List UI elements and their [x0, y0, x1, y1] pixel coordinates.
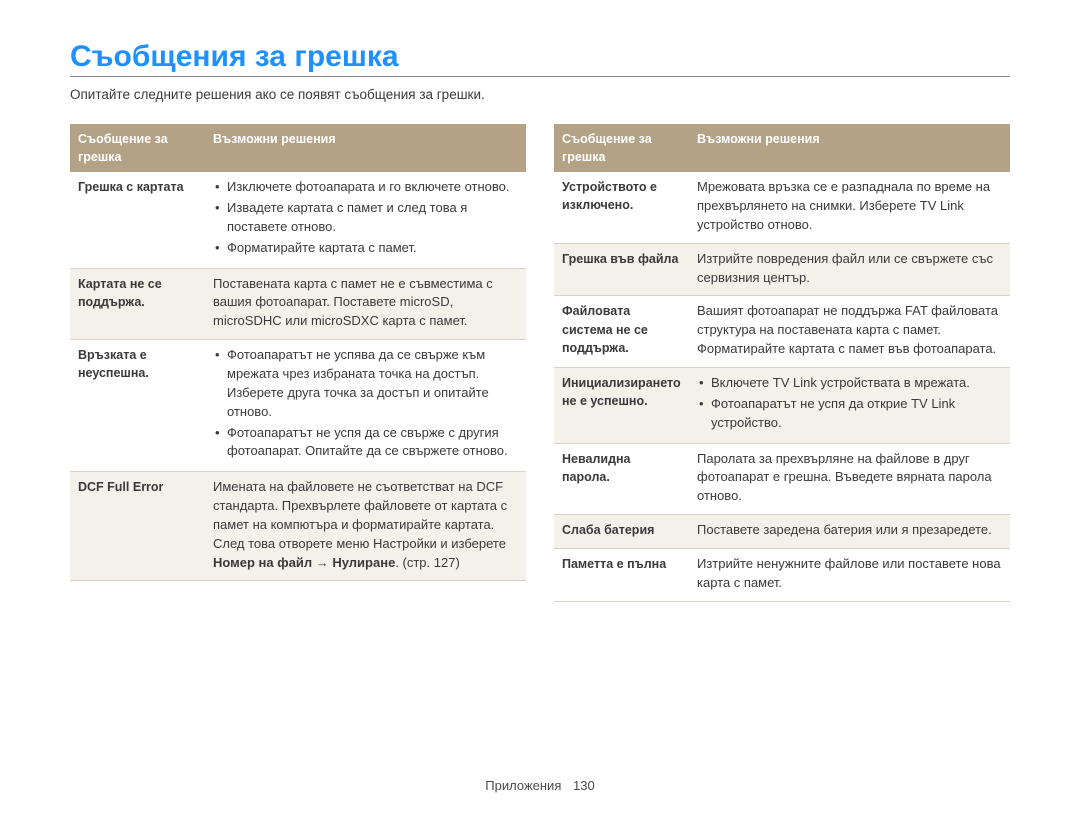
table-row: Устройството е изключено.Мрежовата връзк… — [554, 172, 1010, 243]
page-subtitle: Опитайте следните решения ако се появят … — [70, 87, 1010, 102]
error-label: Файловата система не се поддържа. — [554, 296, 689, 368]
error-label: Паметта е пълна — [554, 548, 689, 601]
solution-cell: Фотоапаратът не успява да се свърже към … — [205, 340, 526, 472]
table-row: Инициализирането не е успешно.Включете T… — [554, 368, 1010, 444]
error-label: Невалидна парола. — [554, 443, 689, 515]
table-header-error: Съобщение за грешка — [70, 124, 205, 172]
title-rule — [70, 76, 1010, 77]
error-table-right: Съобщение за грешка Възможни решения Уст… — [554, 124, 1010, 602]
solution-list: Фотоапаратът не успява да се свърже към … — [213, 346, 518, 461]
footer-label: Приложения — [485, 778, 561, 793]
right-column: Съобщение за грешка Възможни решения Уст… — [554, 124, 1010, 602]
solution-cell: Изключете фотоапарата и го включете отно… — [205, 172, 526, 268]
page-title: Съобщения за грешка — [70, 40, 1010, 74]
solution-cell: Изтрийте ненужните файлове или поставете… — [689, 548, 1010, 601]
table-row: DCF Full ErrorИмената на файловете не съ… — [70, 472, 526, 581]
list-item: Фотоапаратът не успя да се свърже с друг… — [213, 424, 518, 462]
table-header-error: Съобщение за грешка — [554, 124, 689, 172]
solution-list: Включете TV Link устройствата в мрежата.… — [697, 374, 1002, 433]
table-header-solution: Възможни решения — [689, 124, 1010, 172]
solution-cell: Изтрийте повредения файл или се свържете… — [689, 243, 1010, 296]
table-header-solution: Възможни решения — [205, 124, 526, 172]
error-label: Слаба батерия — [554, 515, 689, 549]
bold-text: Нулиране — [332, 555, 395, 570]
error-label: Картата не се поддържа. — [70, 268, 205, 340]
footer-page-number: 130 — [573, 778, 595, 793]
bold-text: Номер на файл — [213, 555, 312, 570]
error-table-left: Съобщение за грешка Възможни решения Гре… — [70, 124, 526, 581]
list-item: Фотоапаратът не успява да се свърже към … — [213, 346, 518, 421]
error-label: Грешка във файла — [554, 243, 689, 296]
solution-cell: Мрежовата връзка се е разпаднала по врем… — [689, 172, 1010, 243]
table-row: Слаба батерияПоставете заредена батерия … — [554, 515, 1010, 549]
error-label: Инициализирането не е успешно. — [554, 368, 689, 444]
error-label: Връзката е неуспешна. — [70, 340, 205, 472]
table-row: Връзката е неуспешна.Фотоапаратът не усп… — [70, 340, 526, 472]
table-row: Грешка във файлаИзтрийте повредения файл… — [554, 243, 1010, 296]
table-row: Невалидна парола.Паролата за прехвърляне… — [554, 443, 1010, 515]
error-label: Грешка с картата — [70, 172, 205, 268]
page-footer: Приложения 130 — [0, 778, 1080, 793]
solution-cell: Включете TV Link устройствата в мрежата.… — [689, 368, 1010, 444]
table-row: Грешка с картата Изключете фотоапарата и … — [70, 172, 526, 268]
solution-cell: Вашият фотоапарат не поддържа FAT файлов… — [689, 296, 1010, 368]
solution-cell: Поставете заредена батерия или я презаре… — [689, 515, 1010, 549]
solution-list: Изключете фотоапарата и го включете отно… — [213, 178, 518, 257]
solution-cell: Имената на файловете не съответстват на … — [205, 472, 526, 581]
left-column: Съобщение за грешка Възможни решения Гре… — [70, 124, 526, 602]
solution-cell: Поставената карта с памет не е съвместим… — [205, 268, 526, 340]
table-row: Паметта е пълнаИзтрийте ненужните файлов… — [554, 548, 1010, 601]
solution-cell: Паролата за прехвърляне на файлове в дру… — [689, 443, 1010, 515]
error-label: DCF Full Error — [70, 472, 205, 581]
error-label: Устройството е изключено. — [554, 172, 689, 243]
list-item: Извадете картата с памет и след това я п… — [213, 199, 518, 237]
content-columns: Съобщение за грешка Възможни решения Гре… — [70, 124, 1010, 602]
table-row: Картата не се поддържа.Поставената карта… — [70, 268, 526, 340]
list-item: Форматирайте картата с памет. — [213, 239, 518, 258]
list-item: Включете TV Link устройствата в мрежата. — [697, 374, 1002, 393]
table-row: Файловата система не се поддържа.Вашият … — [554, 296, 1010, 368]
list-item: Изключете фотоапарата и го включете отно… — [213, 178, 518, 197]
list-item: Фотоапаратът не успя да открие TV Link у… — [697, 395, 1002, 433]
